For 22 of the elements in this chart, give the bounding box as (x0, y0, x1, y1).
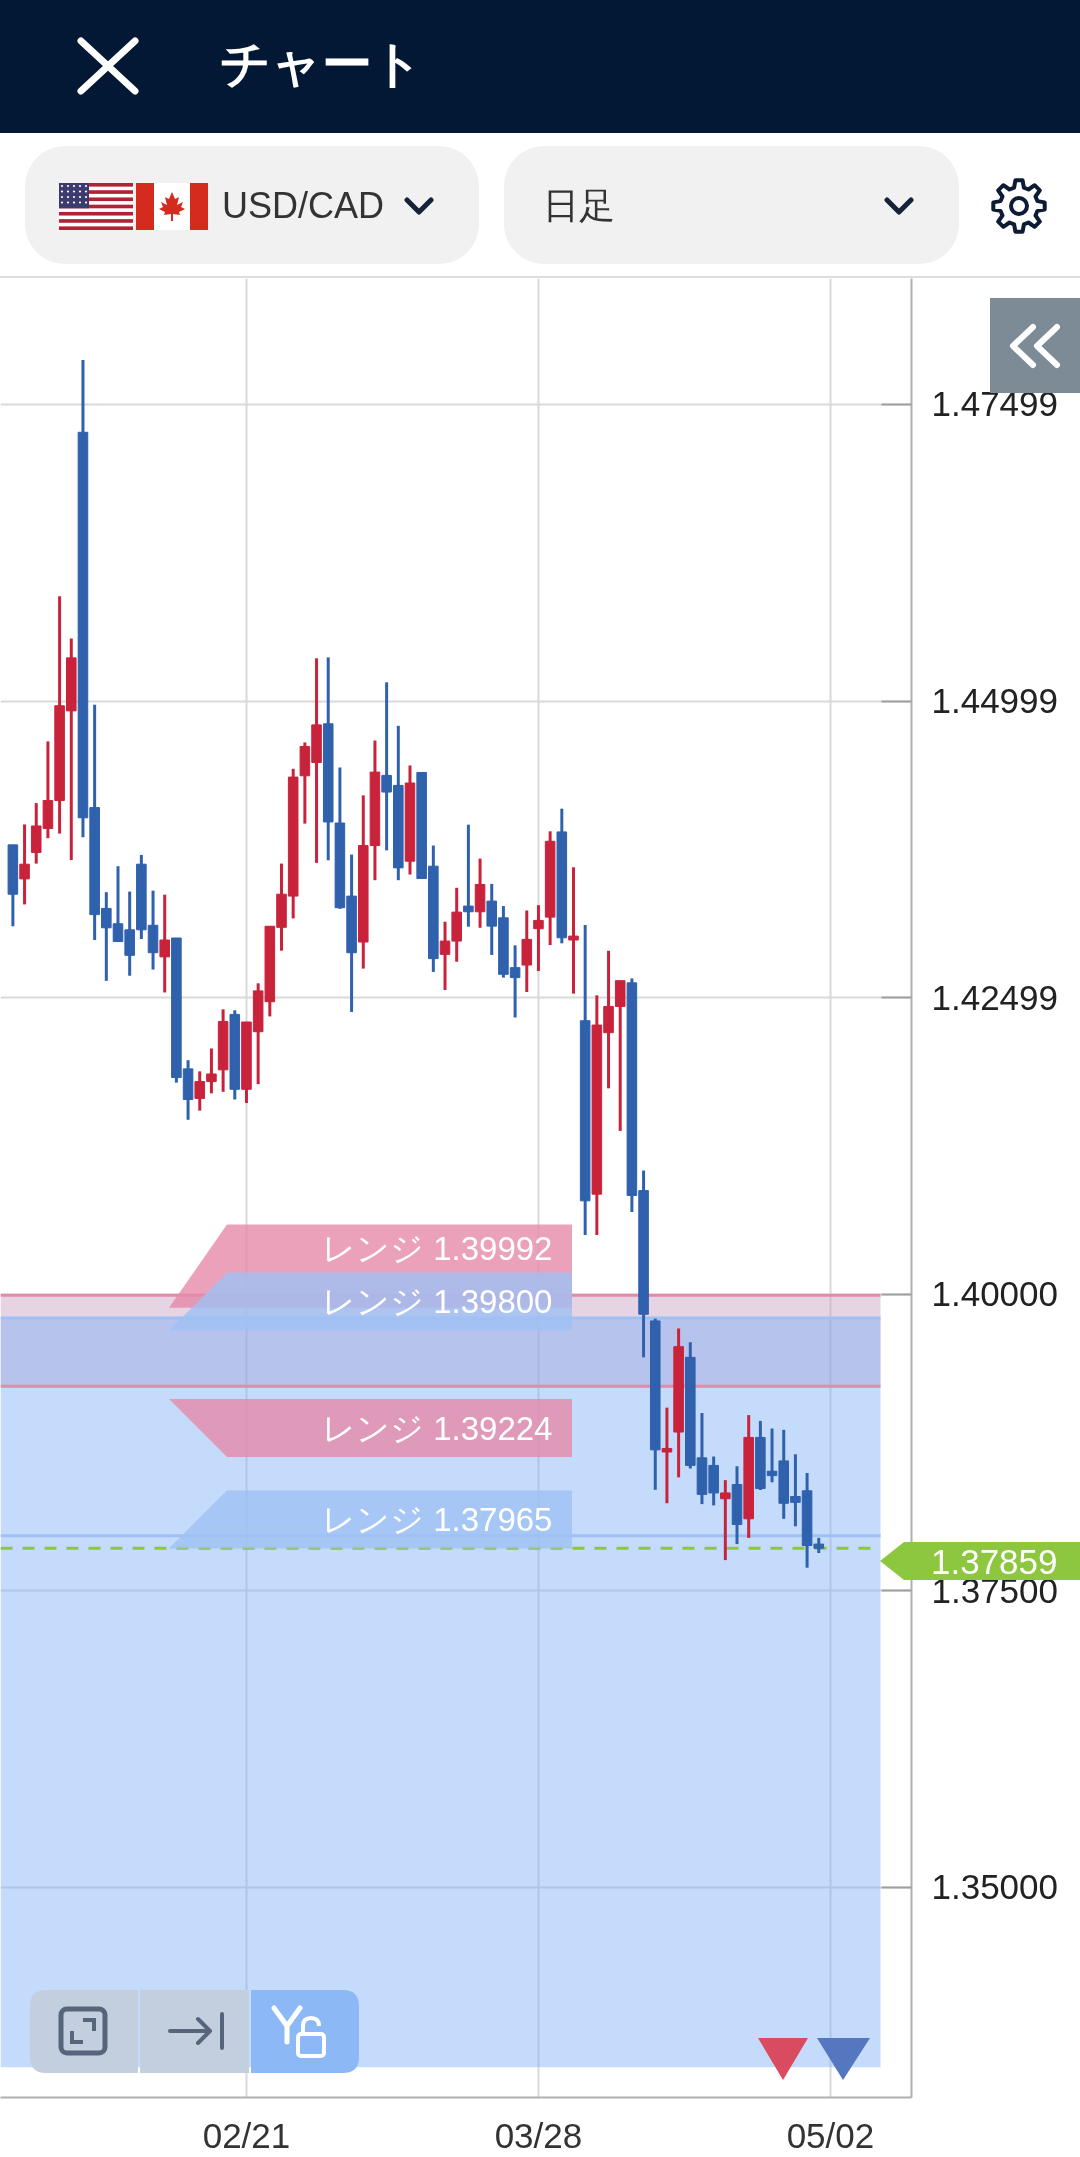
candlestick (463, 824, 474, 927)
candlestick (19, 824, 30, 905)
y-tick-label: 1.40000 (931, 1274, 1059, 1314)
ref-line-label: レンジ 1.39224 (322, 1409, 553, 1447)
ref-line-label: レンジ 1.37965 (322, 1501, 553, 1538)
text: 日足 (543, 184, 615, 228)
y-tick-label: 1.35000 (931, 1867, 1059, 1907)
candlestick (533, 905, 544, 971)
ref-line-label: レンジ 1.39992 (322, 1230, 553, 1268)
candlestick (661, 1407, 673, 1504)
chart-title: チャート (220, 35, 423, 94)
x-tick-label: 02/21 (202, 2115, 291, 2155)
y-tick-label: 1.42499 (931, 977, 1059, 1017)
candlestick (159, 894, 170, 993)
candlestick (720, 1480, 731, 1562)
chart-subtitle: USD/CAD (222, 184, 385, 228)
y-tick-label: 1.44999 (931, 681, 1059, 721)
ref-line-label: レンジ 1.39800 (322, 1283, 553, 1321)
x-tick-label: 03/28 (494, 2115, 583, 2155)
y-tick-label: 1.47499 (931, 384, 1059, 424)
candlestick (568, 867, 579, 994)
x-tick-label: 05/02 (786, 2115, 875, 2155)
